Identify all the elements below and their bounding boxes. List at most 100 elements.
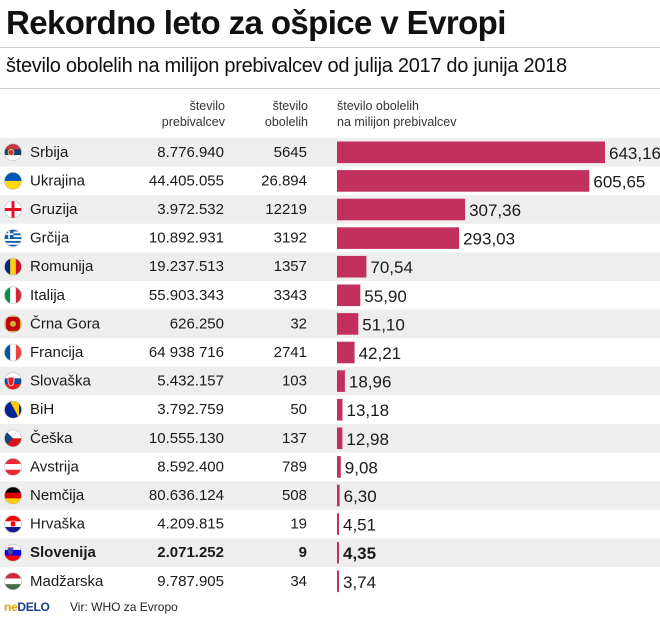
bar-value-label: 307,36 (469, 201, 521, 220)
cases-value: 9 (299, 544, 307, 561)
population-value: 10.555.130 (149, 430, 224, 447)
ukraine-flag-icon (4, 172, 22, 190)
bar-value-label: 70,54 (370, 258, 413, 277)
table-row: Nemčija 80.636.124 508 6,30 (0, 481, 660, 510)
montenegro-flag-icon (4, 315, 22, 333)
cases-value: 1357 (274, 258, 307, 275)
population-value: 10.892.931 (149, 230, 224, 247)
bih-flag-icon (4, 400, 22, 419)
country-label: Italija (30, 287, 66, 304)
cases-value: 12219 (265, 201, 307, 218)
bar-value-label: 42,21 (359, 344, 402, 363)
population-value: 2.071.252 (157, 544, 224, 561)
country-label: Gruzija (30, 201, 78, 218)
cases-value: 3343 (274, 287, 307, 304)
country-label: Hrvaška (30, 516, 86, 533)
bar (337, 255, 367, 278)
population-value: 8.592.400 (157, 458, 224, 475)
table-row: Gruzija 3.972.532 12219 307,36 (0, 195, 660, 224)
czechia-flag-icon (4, 429, 22, 448)
row-background (0, 252, 660, 281)
country-label: Črna Gora (30, 315, 101, 332)
cases-value: 26.894 (261, 172, 307, 189)
country-label: Ukrajina (30, 172, 86, 189)
source-note: Vir: WHO za Evropo (70, 600, 178, 614)
slovakia-flag-icon (4, 372, 22, 390)
country-label: Češka (30, 430, 73, 447)
table-row: Francija 64 938 716 2741 42,21 (4, 341, 402, 364)
header-population-line1: število (189, 99, 225, 113)
bar (337, 513, 339, 535)
france-flag-icon (4, 343, 22, 362)
table-row: Madžarska 9.787.905 34 3,74 (4, 570, 376, 593)
chart-title: Rekordno leto za ošpice v Evropi (6, 4, 506, 41)
population-value: 4.209.815 (157, 516, 224, 533)
serbia-flag-icon (4, 143, 22, 162)
bar (337, 227, 460, 249)
bar (337, 570, 339, 593)
bar (337, 170, 590, 192)
header-population-line2: prebivalcev (161, 115, 225, 129)
population-value: 3.972.532 (157, 201, 224, 218)
header-population: število prebivalcev (140, 98, 225, 130)
bar-value-label: 13,18 (346, 401, 389, 420)
bar-value-label: 9,08 (345, 458, 378, 477)
bar-value-label: 18,96 (349, 373, 392, 392)
cases-value: 508 (282, 487, 307, 504)
population-value: 64 938 716 (149, 344, 224, 361)
bar (337, 484, 340, 507)
population-value: 5.432.157 (157, 373, 224, 390)
slovenia-flag-icon (4, 543, 22, 562)
bar-value-label: 643,16 (609, 144, 660, 163)
country-label: Grčija (30, 230, 70, 247)
logo-ne-text: ne (4, 600, 18, 614)
italy-flag-icon (4, 286, 22, 305)
row-background (0, 309, 660, 339)
country-label: Romunija (30, 258, 94, 275)
population-value: 44.405.055 (149, 172, 224, 189)
header-cases: število obolelih (240, 98, 308, 130)
cases-value: 19 (290, 516, 307, 533)
cases-value: 34 (290, 573, 307, 590)
table-row: Češka 10.555.130 137 12,98 (0, 424, 660, 453)
country-label: Slovaška (30, 373, 92, 390)
bar (337, 141, 605, 164)
country-label: BiH (30, 401, 54, 418)
title-divider (0, 47, 660, 48)
row-background (0, 481, 660, 510)
bar-value-label: 51,10 (362, 315, 405, 334)
population-value: 3.792.759 (157, 401, 224, 418)
header-rate: število obolelih na milijon prebivalcev (337, 98, 537, 130)
row-background (0, 538, 660, 567)
row-background (0, 195, 660, 224)
croatia-flag-icon (4, 515, 22, 533)
table-row: Italija 55.903.343 3343 55,90 (4, 284, 407, 307)
bar-value-label: 605,65 (593, 172, 645, 191)
cases-value: 2741 (274, 344, 307, 361)
row-background (0, 424, 660, 453)
bar (337, 313, 359, 335)
cases-value: 50 (290, 401, 307, 418)
bar (337, 370, 345, 392)
table-row: BiH 3.792.759 50 13,18 (4, 398, 389, 421)
bar-value-label: 3,74 (343, 573, 376, 592)
bar (337, 198, 466, 221)
cases-value: 789 (282, 458, 307, 475)
greece-flag-icon (4, 229, 22, 247)
population-value: 55.903.343 (149, 287, 224, 304)
country-label: Francija (30, 344, 84, 361)
table-row: Romunija 19.237.513 1357 70,54 (0, 252, 660, 281)
austria-flag-icon (4, 458, 22, 476)
nedelo-logo: neDELO (4, 600, 50, 614)
bar-value-label: 4,35 (343, 544, 376, 563)
country-label: Slovenija (30, 544, 97, 561)
table-row: Črna Gora 626.250 32 51,10 (0, 309, 660, 339)
cases-value: 137 (282, 430, 307, 447)
bar-value-label: 55,90 (364, 287, 407, 306)
bar (337, 541, 339, 564)
population-value: 8.776.940 (157, 144, 224, 161)
logo-delo-text: DELO (17, 600, 50, 614)
bar (337, 427, 343, 450)
header-cases-line1: število (272, 99, 308, 113)
